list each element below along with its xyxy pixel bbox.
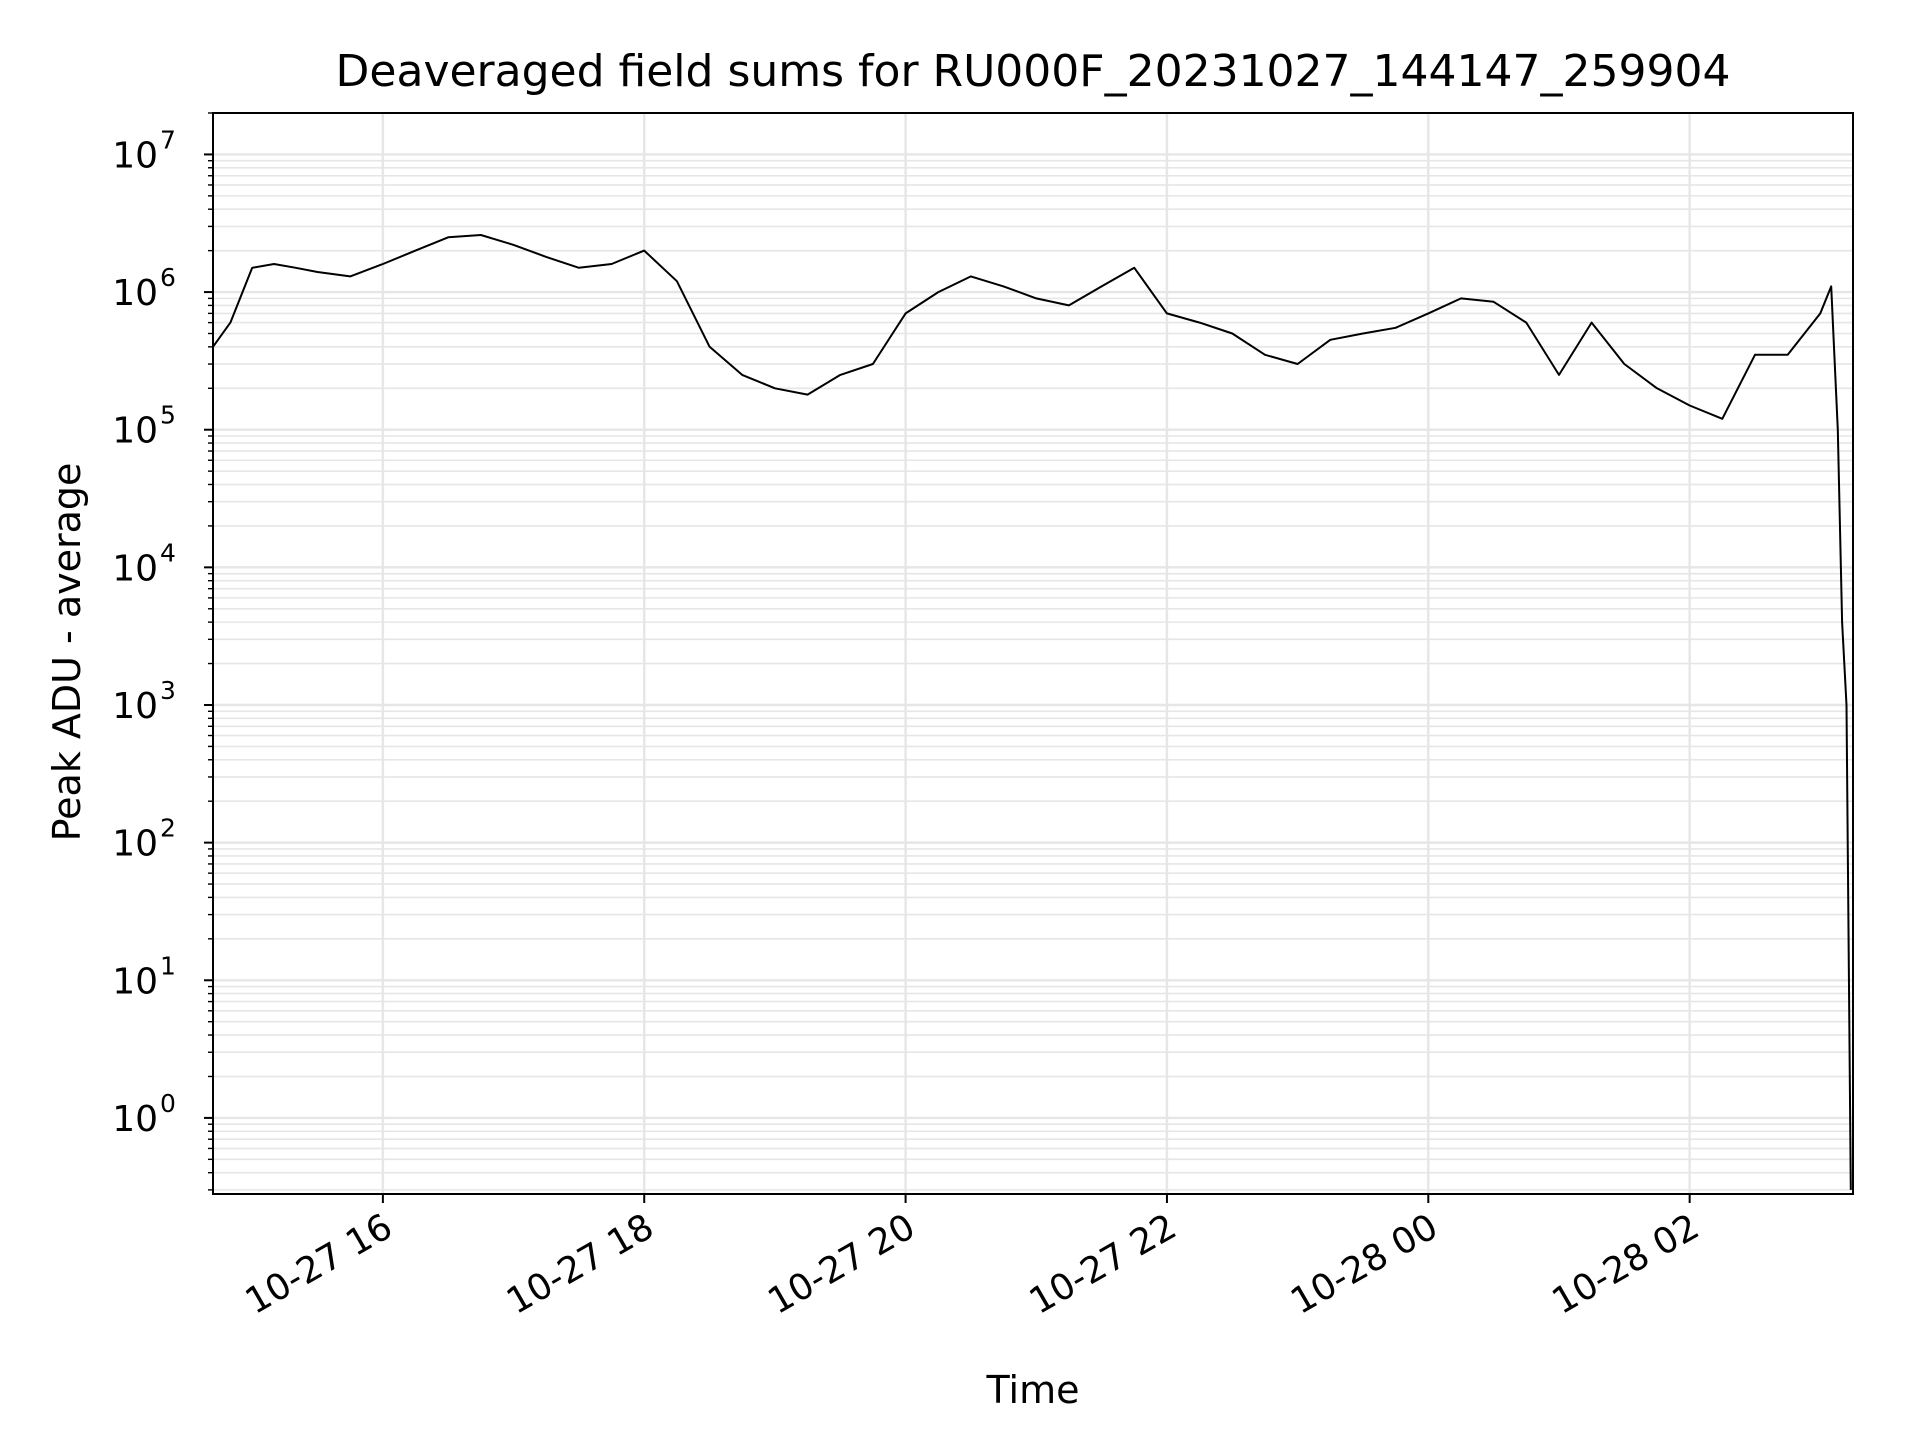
y-tick-label: 10 — [112, 824, 158, 865]
y-tick-exponent: 3 — [160, 676, 176, 705]
y-tick-exponent: 5 — [160, 401, 176, 430]
y-axis-label: Peak ADU - average — [45, 463, 89, 842]
y-tick-label: 10 — [112, 135, 158, 176]
y-tick-label: 10 — [112, 1099, 158, 1140]
series-layer — [212, 234, 1852, 1190]
y-tick-label: 10 — [112, 273, 158, 314]
y-tick-label: 10 — [112, 411, 158, 452]
y-tick-exponent: 4 — [160, 538, 176, 567]
y-tick-exponent: 7 — [160, 125, 176, 154]
y-tick-exponent: 0 — [160, 1089, 176, 1118]
y-tick-label: 10 — [112, 961, 158, 1002]
y-tick-exponent: 6 — [160, 263, 176, 292]
chart-title: Deaveraged field sums for RU000F_2023102… — [336, 46, 1731, 97]
y-tick-exponent: 2 — [160, 814, 176, 843]
grid-layer — [213, 112, 1853, 1194]
plot-frame — [212, 112, 1854, 1195]
series-line — [212, 234, 1852, 1190]
y-tick-exponent: 1 — [160, 951, 176, 980]
y-tick-label: 10 — [112, 686, 158, 727]
y-tick-label: 10 — [112, 548, 158, 589]
x-axis-label: Time — [986, 1368, 1080, 1412]
